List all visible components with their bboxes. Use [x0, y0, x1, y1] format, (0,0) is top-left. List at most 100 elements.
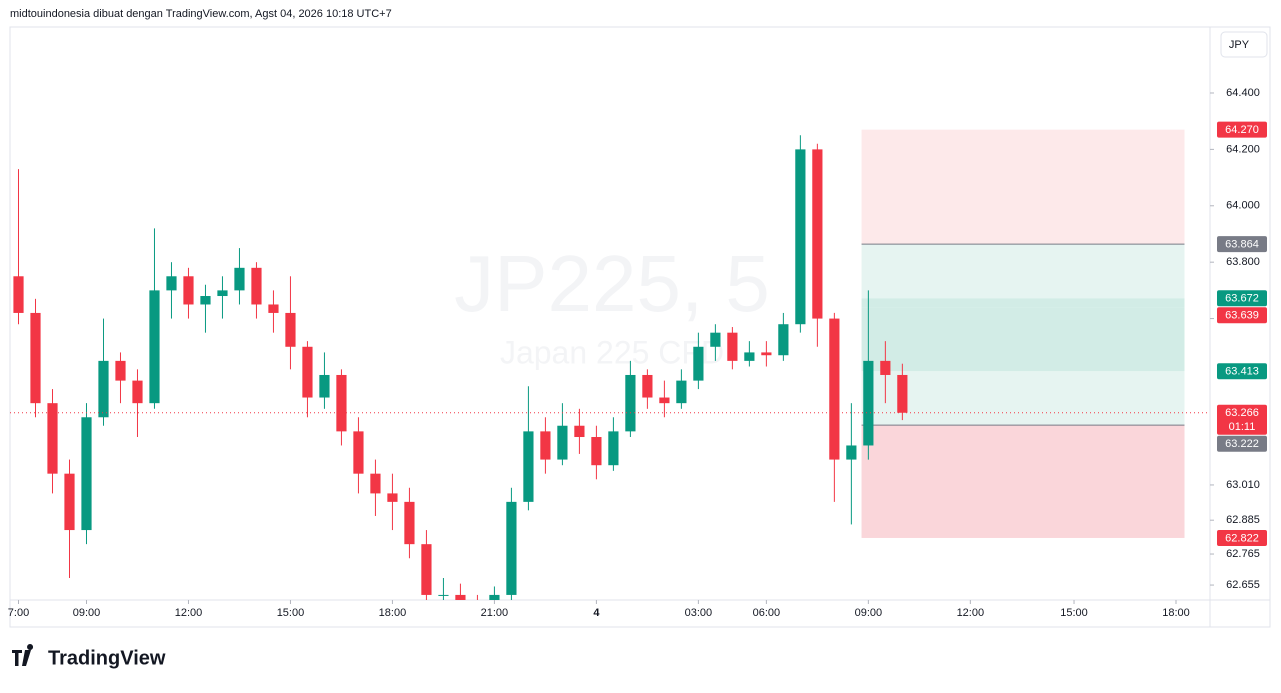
- price-label: 63.864: [1225, 239, 1259, 251]
- position-zone: [861, 412, 1185, 426]
- candle-body: [268, 304, 279, 313]
- price-label: 63.266: [1225, 407, 1259, 419]
- candle-body: [81, 417, 92, 531]
- price-label-box: [1217, 121, 1267, 138]
- x-tick-label: 06:00: [753, 607, 781, 619]
- logo: TradingView: [12, 644, 166, 669]
- candle-body: [829, 318, 840, 460]
- candle-body: [200, 296, 211, 305]
- candle-body: [421, 544, 432, 595]
- candle-body: [251, 267, 262, 305]
- price-label: 63.413: [1225, 366, 1259, 378]
- candle-body: [659, 397, 670, 404]
- candle-body: [30, 312, 41, 404]
- price-label: 63.639: [1225, 310, 1259, 322]
- x-tick-label: 09:00: [855, 607, 883, 619]
- x-tick-label: 18:00: [1162, 607, 1190, 619]
- candle-body: [489, 594, 500, 600]
- candle-body: [234, 267, 245, 291]
- frame: [9, 26, 1271, 628]
- x-tick-label: 21:00: [481, 607, 509, 619]
- candle-body: [132, 380, 143, 404]
- candle-body: [795, 149, 806, 325]
- currency-button[interactable]: [1220, 31, 1268, 58]
- candle-body: [693, 346, 704, 381]
- y-tick-label: 63.800: [1226, 256, 1260, 268]
- position-zone: [861, 244, 1185, 299]
- candle-body: [812, 149, 823, 319]
- candle-body: [778, 324, 789, 356]
- price-label-box: [1217, 529, 1267, 546]
- candle-body: [47, 403, 58, 474]
- candle-body: [591, 437, 602, 466]
- position-zone: [861, 307, 1185, 372]
- candle-body: [353, 431, 364, 474]
- candle-body: [183, 276, 194, 305]
- candle-body: [710, 332, 721, 347]
- price-label-box: [1217, 307, 1267, 324]
- candle-body: [540, 431, 551, 460]
- y-tick-label: 64.400: [1226, 87, 1260, 99]
- candle-body: [863, 360, 874, 446]
- candle-body: [727, 332, 738, 361]
- candle-body: [387, 493, 398, 502]
- candle-body: [608, 431, 619, 466]
- price-label-box: [1217, 363, 1267, 380]
- y-tick-label: 64.000: [1226, 200, 1260, 212]
- watermark-subtitle: Japan 225 CFD: [500, 334, 724, 370]
- candle-body: [64, 473, 75, 531]
- x-tick-label: 4: [593, 607, 600, 619]
- y-tick-label: 64.200: [1226, 143, 1260, 155]
- x-tick-label: 15:00: [277, 607, 305, 619]
- position-zone: [861, 425, 1185, 538]
- x-tick-label: 09:00: [73, 607, 101, 619]
- x-tick-label: 15:00: [1060, 607, 1088, 619]
- logo-text: TradingView: [48, 647, 166, 669]
- candle-body: [404, 501, 415, 545]
- candle-body: [302, 346, 313, 398]
- candle-body: [370, 473, 381, 494]
- x-tick-label: 7:00: [8, 607, 29, 619]
- position-zone: [861, 129, 1185, 245]
- page-title: midtouindonesia dibuat dengan TradingVie…: [10, 8, 392, 20]
- price-label: 63.672: [1225, 293, 1259, 305]
- position-zone: [861, 371, 1185, 413]
- watermark: JP225, 5: [454, 239, 770, 328]
- logo-icon: [12, 644, 34, 666]
- price-label-box: [1217, 435, 1267, 452]
- candle-body: [676, 380, 687, 404]
- candle-body: [13, 276, 24, 313]
- y-tick-label: 62.885: [1226, 514, 1260, 526]
- candle-body: [115, 360, 126, 381]
- candle-body: [557, 425, 568, 460]
- candle-body: [744, 352, 755, 361]
- countdown: 01:11: [1229, 421, 1256, 433]
- position-zone: [861, 298, 1185, 308]
- candle-body: [897, 374, 908, 413]
- candle-body: [455, 594, 466, 600]
- y-tick-label: 62.655: [1226, 579, 1260, 591]
- candle-body: [217, 290, 228, 297]
- candle-body: [846, 445, 857, 460]
- x-tick-label: 03:00: [685, 607, 713, 619]
- candle-body: [319, 374, 330, 398]
- price-label: 63.222: [1225, 438, 1259, 450]
- y-tick-label: 63.010: [1226, 479, 1260, 491]
- candle-body: [166, 276, 177, 291]
- candle-body: [285, 312, 296, 347]
- x-tick-label: 12:00: [175, 607, 203, 619]
- candle-body: [625, 374, 636, 432]
- candle-body: [642, 374, 653, 398]
- price-label: 62.822: [1225, 532, 1259, 544]
- candle-body: [336, 374, 347, 432]
- price-label-box: [1217, 404, 1267, 435]
- x-tick-label: 12:00: [957, 607, 985, 619]
- price-label-box: [1217, 236, 1267, 253]
- candle-body: [149, 290, 160, 404]
- price-label: 64.270: [1225, 124, 1259, 136]
- candle-body: [523, 431, 534, 502]
- currency[interactable]: JPY: [1229, 39, 1250, 51]
- x-tick-label: 18:00: [379, 607, 407, 619]
- candle-body: [880, 360, 891, 375]
